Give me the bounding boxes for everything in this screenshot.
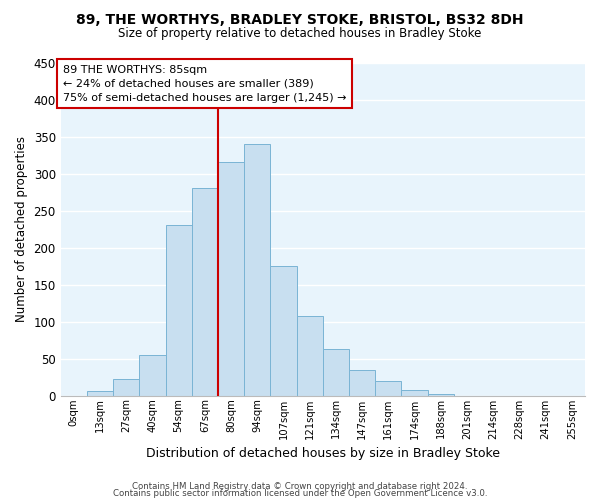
Bar [401,390,428,396]
Bar [192,188,218,396]
Bar [428,394,454,396]
Text: 89 THE WORTHYS: 85sqm
← 24% of detached houses are smaller (389)
75% of semi-det: 89 THE WORTHYS: 85sqm ← 24% of detached … [63,64,346,102]
Text: Contains public sector information licensed under the Open Government Licence v3: Contains public sector information licen… [113,490,487,498]
Bar [218,162,244,396]
Y-axis label: Number of detached properties: Number of detached properties [15,136,28,322]
Bar [323,349,349,396]
Bar [139,355,166,396]
Bar [244,144,271,396]
Bar [87,391,113,396]
Bar [349,370,375,396]
Bar [166,226,192,396]
Bar [113,379,139,396]
Bar [296,316,323,396]
Bar [271,266,296,396]
Text: 89, THE WORTHYS, BRADLEY STOKE, BRISTOL, BS32 8DH: 89, THE WORTHYS, BRADLEY STOKE, BRISTOL,… [76,12,524,26]
X-axis label: Distribution of detached houses by size in Bradley Stoke: Distribution of detached houses by size … [146,447,500,460]
Text: Size of property relative to detached houses in Bradley Stoke: Size of property relative to detached ho… [118,28,482,40]
Text: Contains HM Land Registry data © Crown copyright and database right 2024.: Contains HM Land Registry data © Crown c… [132,482,468,491]
Bar [375,380,401,396]
